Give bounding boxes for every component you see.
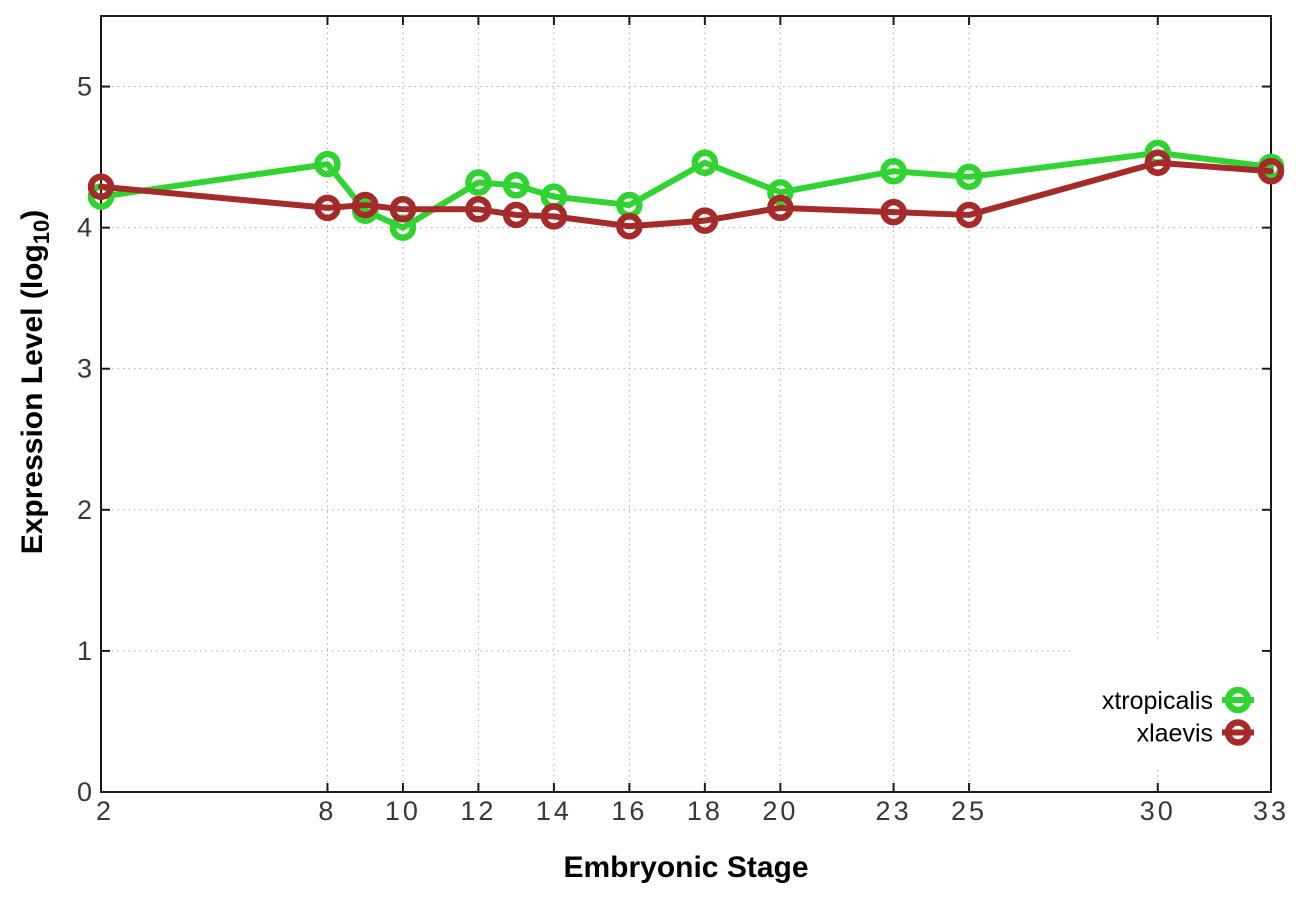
y-axis-title: Expression Level (log10)	[16, 210, 54, 555]
data-point-xlaevis-stage-10	[389, 196, 417, 223]
data-point-xtropicalis-stage-18	[691, 149, 719, 176]
series-layer	[87, 139, 1285, 241]
data-point-xtropicalis-stage-8	[314, 150, 341, 178]
y-tick-label-4: 4	[77, 213, 92, 243]
x-tick-label-23: 23	[876, 796, 912, 826]
x-tick-label-25: 25	[951, 796, 987, 826]
data-point-xlaevis-stage-2	[87, 173, 115, 200]
data-point-xlaevis-stage-9	[351, 191, 379, 219]
x-tick-label-30: 30	[1140, 796, 1176, 826]
data-point-xlaevis-stage-16	[616, 212, 643, 240]
data-point-xlaevis-stage-25	[955, 201, 983, 229]
data-point-xlaevis-stage-30	[1144, 149, 1172, 176]
y-tick-label-3: 3	[77, 354, 92, 384]
data-point-xlaevis-stage-12	[465, 196, 492, 223]
x-tick-label-14: 14	[536, 796, 572, 826]
x-tick-label-10: 10	[385, 796, 421, 826]
data-point-xlaevis-stage-13	[502, 201, 530, 229]
data-point-xtropicalis-stage-12	[465, 169, 492, 196]
data-point-xlaevis-stage-18	[691, 207, 719, 234]
y-tick-label-2: 2	[77, 495, 92, 525]
legend-row-xtropicalis: xtropicalis	[1102, 686, 1254, 715]
x-tick-label-12: 12	[460, 796, 496, 826]
data-point-xlaevis-stage-20	[767, 194, 794, 222]
x-tick-label-20: 20	[762, 796, 798, 826]
x-tick-label-8: 8	[318, 796, 336, 826]
legend-marker-xtropicalis	[1224, 686, 1252, 714]
legend-backing	[1073, 640, 1268, 768]
legend-label-xtropicalis: xtropicalis	[1102, 687, 1213, 715]
x-tick-label-2: 2	[96, 796, 114, 826]
x-axis-title: Embryonic Stage	[563, 851, 808, 884]
data-point-xtropicalis-stage-20	[767, 179, 794, 206]
legend-label-xlaevis: xlaevis	[1137, 720, 1213, 748]
x-tick-label-18: 18	[687, 796, 723, 826]
legend-marker-xlaevis	[1224, 719, 1252, 746]
legend: xtropicalis xlaevis	[1102, 686, 1254, 748]
data-point-xlaevis-stage-33	[1257, 157, 1285, 185]
x-tick-label-33: 33	[1253, 796, 1289, 826]
data-point-xtropicalis-stage-23	[880, 157, 907, 185]
data-point-xtropicalis-stage-25	[955, 163, 983, 191]
data-point-xlaevis-stage-14	[540, 203, 568, 230]
series-line-xtropicalis	[98, 149, 1274, 231]
y-tick-label-5: 5	[77, 72, 92, 102]
x-tick-label-16: 16	[611, 796, 647, 826]
data-point-xlaevis-stage-8	[314, 194, 341, 222]
data-point-xlaevis-stage-23	[880, 198, 907, 226]
y-tick-label-1: 1	[77, 636, 92, 666]
y-tick-label-0: 0	[77, 777, 92, 807]
legend-row-xlaevis: xlaevis	[1137, 719, 1254, 748]
plot-border	[100, 15, 1272, 793]
legend-background-rect	[1073, 640, 1268, 768]
data-point-xtropicalis-stage-13	[502, 172, 530, 199]
